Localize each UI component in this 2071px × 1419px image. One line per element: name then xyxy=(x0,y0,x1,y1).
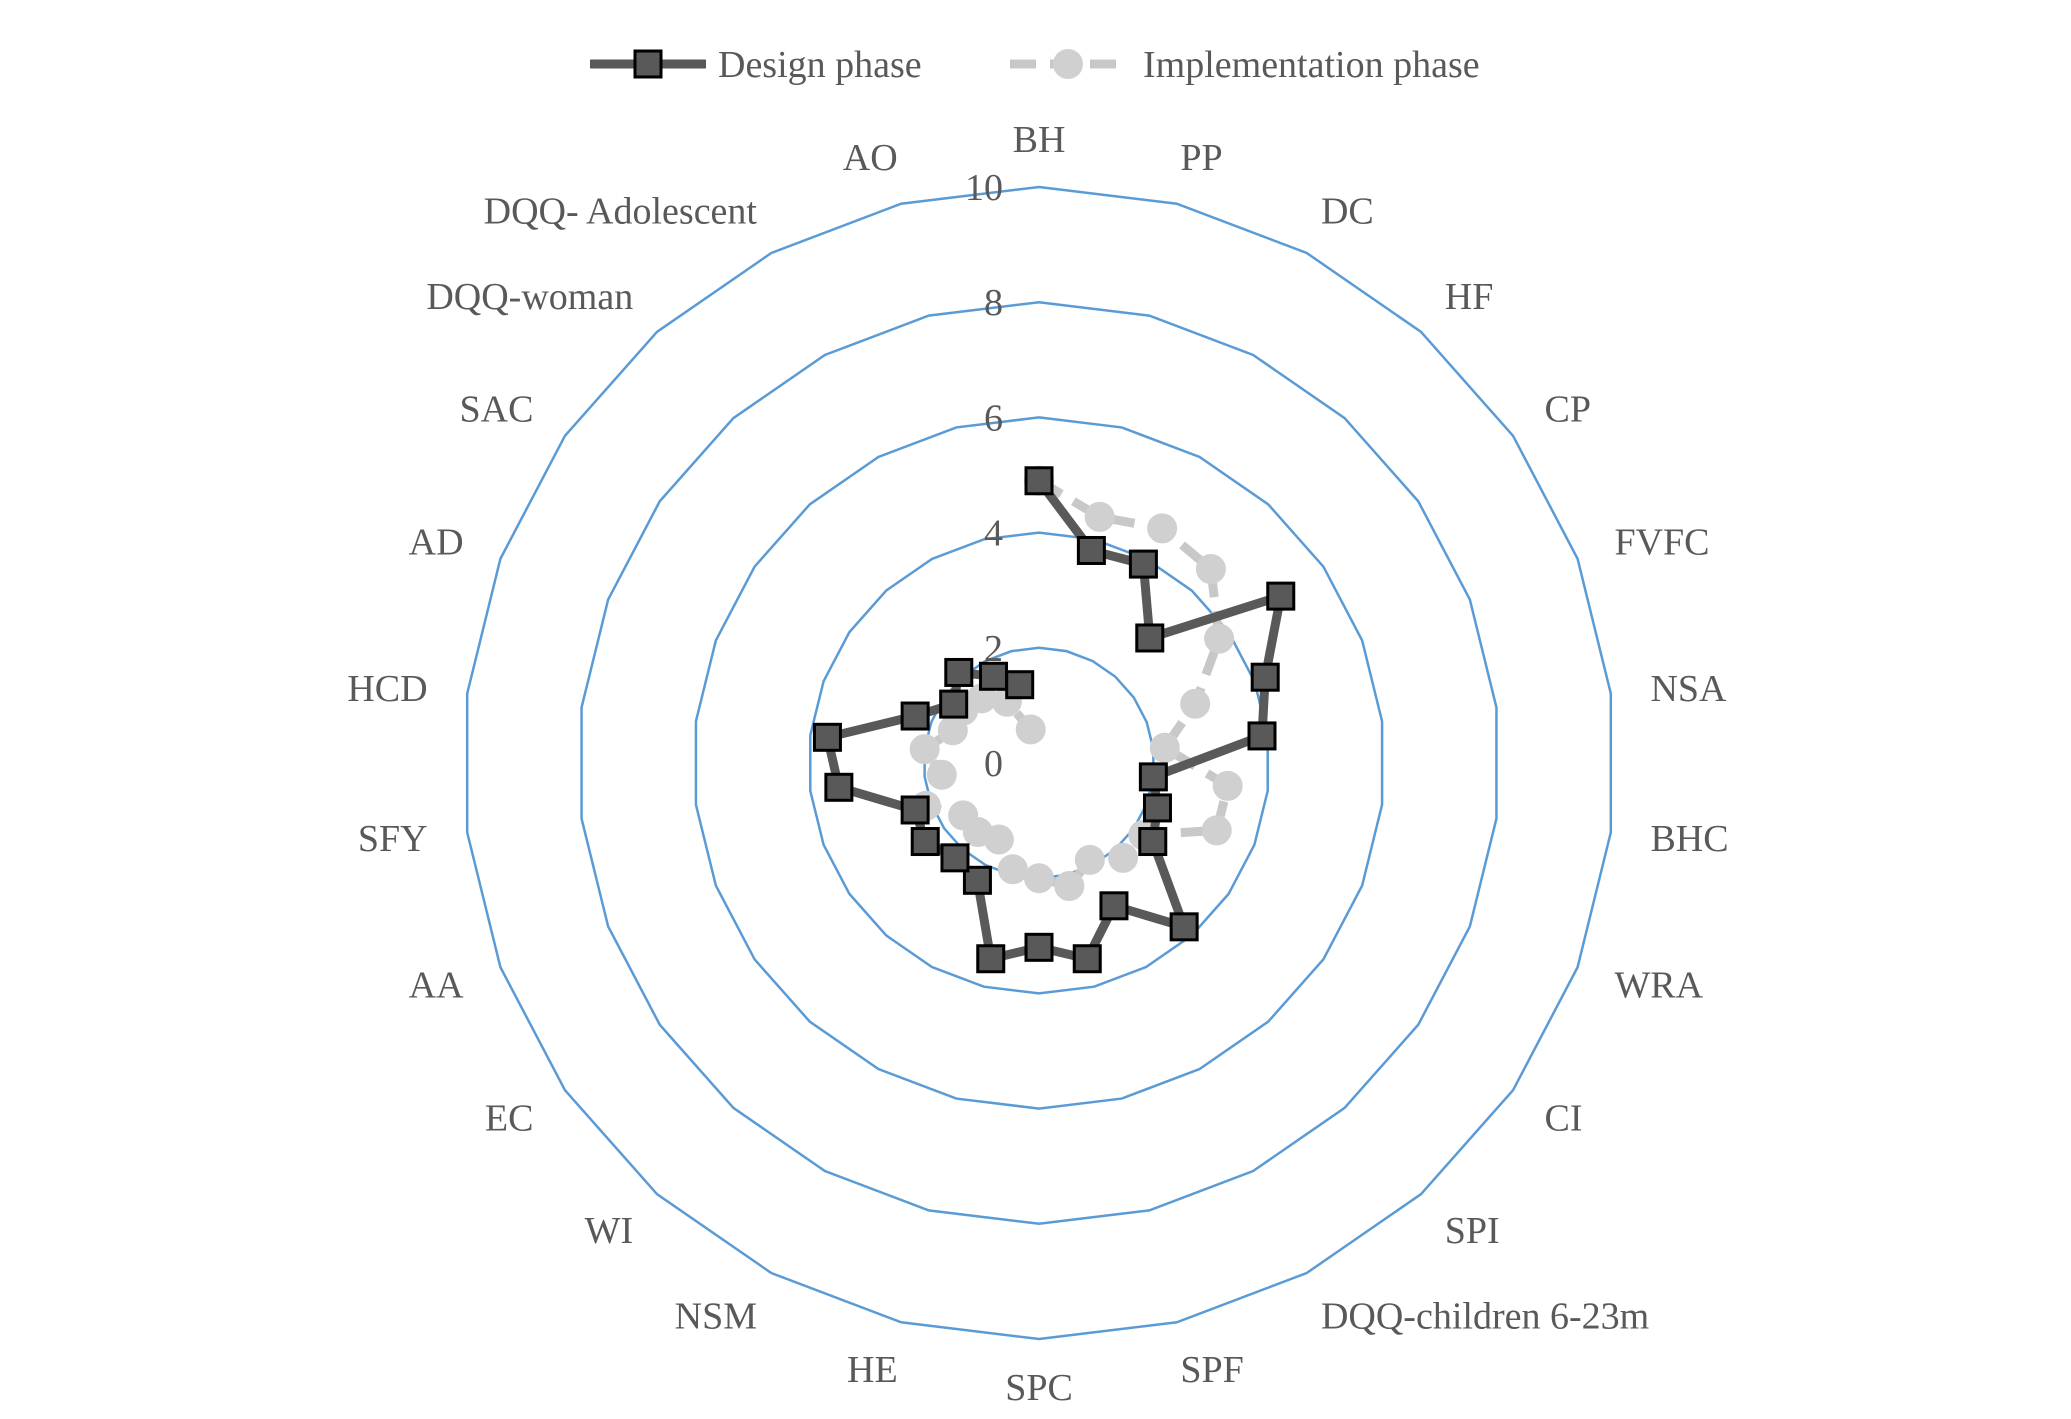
category-label: BHC xyxy=(1650,818,1728,860)
data-point xyxy=(909,734,940,765)
data-point xyxy=(1084,501,1115,532)
data-point xyxy=(1247,721,1277,751)
tick-label-8: 8 xyxy=(984,282,1003,324)
category-label: SFY xyxy=(358,818,428,860)
legend-design-marker xyxy=(633,49,663,79)
category-label: DQQ-woman xyxy=(426,276,633,318)
category-label: CP xyxy=(1545,389,1591,431)
category-label: HF xyxy=(1445,276,1494,318)
category-label: NSA xyxy=(1650,668,1727,710)
data-point xyxy=(1212,770,1243,801)
category-label: SPF xyxy=(1180,1349,1243,1391)
data-point xyxy=(1250,662,1280,692)
data-point xyxy=(1204,623,1235,654)
series-line xyxy=(920,476,1233,891)
tick-label-2: 2 xyxy=(984,628,1003,670)
data-point xyxy=(1138,762,1168,792)
data-point xyxy=(812,722,842,752)
category-label: AO xyxy=(843,137,898,179)
data-point xyxy=(940,843,970,873)
data-point xyxy=(1201,815,1232,846)
gridline-ring-8 xyxy=(580,300,1498,1226)
legend-implementation-marker xyxy=(1053,49,1083,79)
data-point xyxy=(1054,871,1085,902)
series-line xyxy=(822,478,1286,964)
data-point xyxy=(1005,670,1035,700)
tick-label-4: 4 xyxy=(984,513,1003,555)
data-point xyxy=(939,689,969,719)
category-label: CI xyxy=(1545,1097,1583,1139)
data-point xyxy=(1180,688,1211,719)
data-point xyxy=(1108,842,1139,873)
data-point xyxy=(1024,932,1054,962)
category-label: HCD xyxy=(347,668,427,710)
data-point xyxy=(997,854,1028,885)
category-label: WRA xyxy=(1614,964,1703,1006)
legend-implementation-label: Implementation phase xyxy=(1143,44,1480,86)
data-point xyxy=(1072,944,1102,974)
data-point xyxy=(900,701,930,731)
data-point xyxy=(978,661,1008,691)
data-point xyxy=(1024,466,1054,496)
data-point xyxy=(1128,549,1158,579)
series-0 xyxy=(812,466,1296,974)
category-label: AD xyxy=(409,522,464,564)
data-point xyxy=(1195,553,1226,584)
category-label: SPI xyxy=(1445,1210,1500,1252)
data-point xyxy=(1138,827,1168,857)
category-label: AA xyxy=(409,964,464,1006)
category-label: FVFC xyxy=(1614,522,1709,564)
tick-label-10: 10 xyxy=(965,167,1003,209)
data-point xyxy=(1135,623,1165,653)
category-label: DC xyxy=(1321,190,1374,232)
data-point xyxy=(910,827,940,857)
category-label: SAC xyxy=(460,389,534,431)
data-point xyxy=(976,944,1006,974)
category-label: DQQ- Adolescent xyxy=(484,190,758,232)
gridline-ring-10 xyxy=(465,185,1613,1341)
legend-design-label: Design phase xyxy=(718,44,922,86)
data-point xyxy=(1099,891,1129,921)
category-label: HE xyxy=(847,1349,898,1391)
data-point xyxy=(824,772,854,802)
gridline-ring-4 xyxy=(809,531,1269,995)
legend-item-design[interactable]: Design phase xyxy=(590,44,922,86)
category-label: WI xyxy=(585,1210,634,1252)
category-labels: BH PP DC HF CP FVFC NSA BHC WRA CI SPI DQQ-children… xyxy=(347,119,1728,1409)
category-label: NSM xyxy=(675,1296,757,1338)
data-point xyxy=(1024,863,1054,894)
legend-item-implementation[interactable]: Implementation phase xyxy=(1010,44,1480,86)
tick-label-6: 6 xyxy=(984,397,1003,439)
data-point xyxy=(944,657,974,687)
category-label: BH xyxy=(1013,119,1066,161)
data-point xyxy=(1142,793,1172,823)
category-label: SPC xyxy=(1005,1367,1073,1409)
data-point xyxy=(1015,714,1046,745)
category-label: EC xyxy=(485,1097,534,1139)
data-point xyxy=(900,795,930,825)
gridline-ring-6 xyxy=(694,416,1384,1110)
grid-layer xyxy=(465,185,1613,1341)
category-label: PP xyxy=(1180,137,1222,179)
data-point xyxy=(948,800,979,831)
series-layer xyxy=(812,465,1296,974)
data-point xyxy=(1149,732,1180,763)
data-point xyxy=(1169,912,1199,942)
legend: Design phase Implementation phase xyxy=(590,44,1480,86)
data-point xyxy=(1147,513,1178,544)
data-point xyxy=(1266,581,1296,611)
data-point xyxy=(1074,844,1105,875)
data-point xyxy=(926,759,957,790)
category-label: DQQ-children 6-23m xyxy=(1321,1296,1649,1338)
tick-labels: 0 2 4 6 8 10 xyxy=(965,167,1003,785)
data-point xyxy=(1076,535,1106,565)
tick-label-0: 0 xyxy=(984,743,1003,785)
